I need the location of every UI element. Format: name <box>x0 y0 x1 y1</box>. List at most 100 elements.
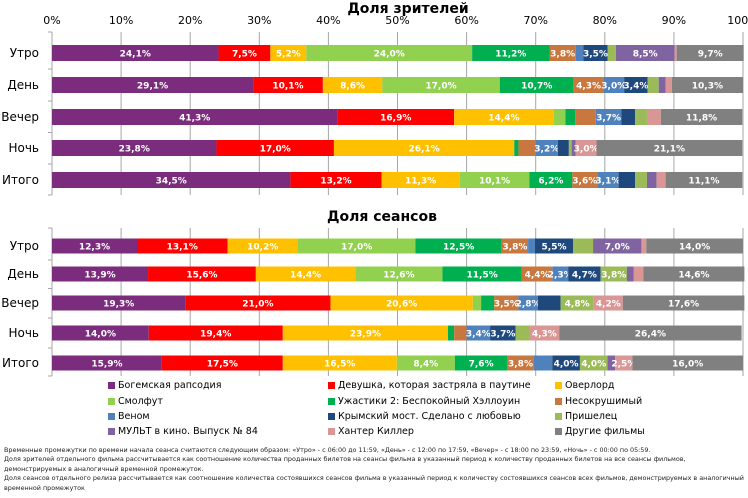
bar-segment <box>607 45 616 61</box>
bar-segment <box>161 355 283 371</box>
data-label: 4,2% <box>596 299 621 309</box>
bar-segment <box>282 325 448 341</box>
data-label: 21,0% <box>242 299 273 309</box>
bar-segment <box>635 109 647 125</box>
bar-segment <box>382 77 500 93</box>
bar-segment <box>533 355 553 371</box>
bar-segment <box>632 355 743 371</box>
bar-segment <box>227 238 298 254</box>
charts-canvas: Доля зрителей 0% 10% 20% 30% 40% 50% 60% 70% 80% 9… <box>1 1 748 377</box>
bar-segment <box>575 140 597 156</box>
bar-segment <box>148 266 256 282</box>
legend-swatch <box>108 382 115 389</box>
bar-segment <box>624 77 648 93</box>
legend-label: Богемская рапсодия <box>118 380 222 391</box>
x-tick-label: 20% <box>178 14 202 27</box>
bar-segment <box>52 172 291 188</box>
bar-segment <box>52 77 254 93</box>
bar-segment <box>515 325 530 341</box>
data-label: 10,1% <box>479 176 510 186</box>
bar-segment <box>355 266 443 282</box>
chart-viewers-share: Доля зрителей 0% 10% 20% 30% 40% 50% 60% 70% 80% 9… <box>1 1 748 196</box>
bar-segment <box>52 109 338 125</box>
data-label: 12,6% <box>383 270 414 280</box>
legend-label: Веном <box>118 411 150 422</box>
legend-item: Хантер Киллер <box>328 426 414 437</box>
bar-segment <box>270 45 307 61</box>
bar-segment <box>646 172 657 188</box>
bar-segment <box>643 266 745 282</box>
bar-segment <box>454 325 467 341</box>
legend-item: Ужастики 2: Беспокойный Хэллоуин <box>328 396 520 407</box>
bar-segment <box>454 109 554 125</box>
bar-segment <box>559 325 742 341</box>
category-label: Утро <box>10 239 39 253</box>
data-label: 11,3% <box>405 176 436 186</box>
data-label: 26,1% <box>408 144 439 154</box>
data-label: 19,3% <box>103 299 134 309</box>
bar-segment <box>537 295 561 311</box>
x-tick-label: 60% <box>454 14 478 27</box>
legend-swatch <box>555 398 562 405</box>
bar-segment <box>499 77 574 93</box>
bar-segment <box>573 77 604 93</box>
data-label: 8,6% <box>340 81 365 91</box>
data-label: 17,0% <box>341 242 372 252</box>
legend-label: МУЛЬТ в кино. Выпуск № 84 <box>118 426 258 437</box>
data-label: 14,4% <box>290 270 321 280</box>
data-label: 16,5% <box>324 359 355 369</box>
data-label: 5,5% <box>542 242 567 252</box>
footnote-sessions-share: Доля сеансов отдельного релиза рассчитыв… <box>4 474 744 492</box>
data-label: 41,3% <box>179 113 210 123</box>
bar-segment <box>575 45 584 61</box>
data-label: 10,1% <box>272 81 303 91</box>
footnote-time-periods: Временные промежутки по времени начала с… <box>4 446 651 454</box>
bar-segment <box>607 355 616 371</box>
bar-segment <box>148 325 283 341</box>
bar-segment <box>518 295 538 311</box>
legend-label: Хантер Киллер <box>338 426 414 437</box>
data-label: 3,0% <box>601 81 626 91</box>
data-label: 26,4% <box>635 329 666 339</box>
data-label: 4,8% <box>565 299 590 309</box>
data-label: 10,3% <box>692 81 723 91</box>
bar-segment <box>615 355 633 371</box>
data-label: 3,1% <box>595 176 620 186</box>
data-label: 4,4% <box>525 270 550 280</box>
chart-title: Доля сеансов <box>327 209 437 225</box>
bar-segment <box>646 238 743 254</box>
data-label: 3,7% <box>596 113 621 123</box>
bar-segment <box>635 172 647 188</box>
bar-segment <box>552 266 569 282</box>
bar-segment <box>595 109 622 125</box>
data-label: 3,8% <box>502 242 527 252</box>
data-label: 3,7% <box>490 329 515 339</box>
data-label: 13,2% <box>320 176 351 186</box>
x-tick-label: 100% <box>727 14 748 27</box>
data-label: 3,8% <box>601 270 626 280</box>
bar-segment <box>472 45 550 61</box>
bar-segment <box>136 238 228 254</box>
category-label: День <box>7 78 39 92</box>
bar-segment <box>218 45 271 61</box>
bar-segment <box>553 109 566 125</box>
bar-segment <box>626 266 634 282</box>
legend-swatch <box>108 398 115 405</box>
data-label: 14,0% <box>85 329 116 339</box>
bar-segment <box>660 109 743 125</box>
bar-segment <box>529 325 560 341</box>
data-label: 3,8% <box>550 49 575 59</box>
category-label: Итого <box>2 356 39 370</box>
bar-segment <box>597 172 619 188</box>
bar-segment <box>535 238 574 254</box>
legend-label: Крымский мост. Сделано с любовью <box>338 411 521 422</box>
bar-segment <box>593 295 623 311</box>
bar-segment <box>466 325 491 341</box>
data-label: 14,4% <box>488 113 519 123</box>
data-label: 15,9% <box>91 359 122 369</box>
legend-item: Богемская рапсодия <box>108 380 221 391</box>
data-label: 7,6% <box>469 359 494 369</box>
data-label: 3,8% <box>508 359 533 369</box>
bar-segment <box>671 77 743 93</box>
category-label: Ночь <box>8 141 39 155</box>
